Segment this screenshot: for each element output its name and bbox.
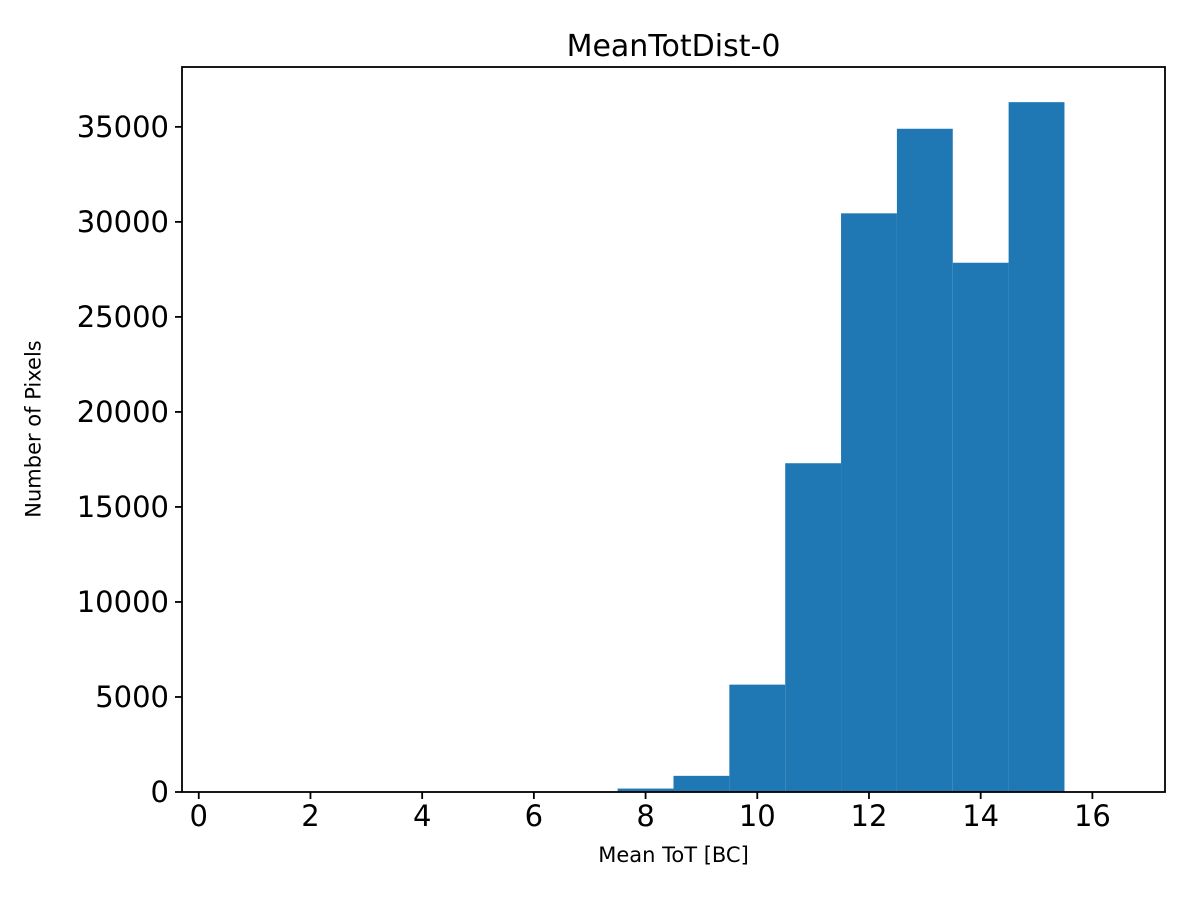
x-tick-label: 4 — [413, 799, 431, 833]
y-tick-label: 0 — [151, 775, 169, 809]
x-tick-label: 8 — [636, 799, 654, 833]
x-tick-label: 0 — [190, 799, 208, 833]
x-tick-label: 2 — [301, 799, 319, 833]
y-tick-label: 10000 — [77, 585, 169, 619]
y-tick-label: 5000 — [95, 680, 169, 714]
histogram-bar — [841, 213, 897, 793]
x-tick-label: 10 — [739, 799, 776, 833]
histogram-bar — [952, 262, 1009, 793]
y-tick-label: 20000 — [77, 395, 169, 429]
histogram-bar — [617, 788, 674, 792]
y-tick-label: 15000 — [77, 490, 169, 524]
axes-frame — [181, 66, 1166, 793]
chart-title: MeanTotDist-0 — [566, 29, 781, 64]
histogram-bar — [785, 463, 842, 792]
x-tick-label: 6 — [525, 799, 543, 833]
histogram-bar — [1008, 102, 1065, 792]
x-axis-label: Mean ToT [BC] — [598, 843, 749, 867]
histogram-bar — [896, 128, 953, 793]
y-tick-label: 30000 — [77, 205, 169, 239]
x-tick-label: 12 — [851, 799, 888, 833]
histogram-bar — [673, 775, 730, 792]
histogram-bar — [729, 684, 786, 792]
x-tick-label: 14 — [962, 799, 999, 833]
y-tick-label: 25000 — [77, 300, 169, 334]
x-tick-label: 16 — [1074, 799, 1111, 833]
y-tick-label: 35000 — [77, 110, 169, 144]
